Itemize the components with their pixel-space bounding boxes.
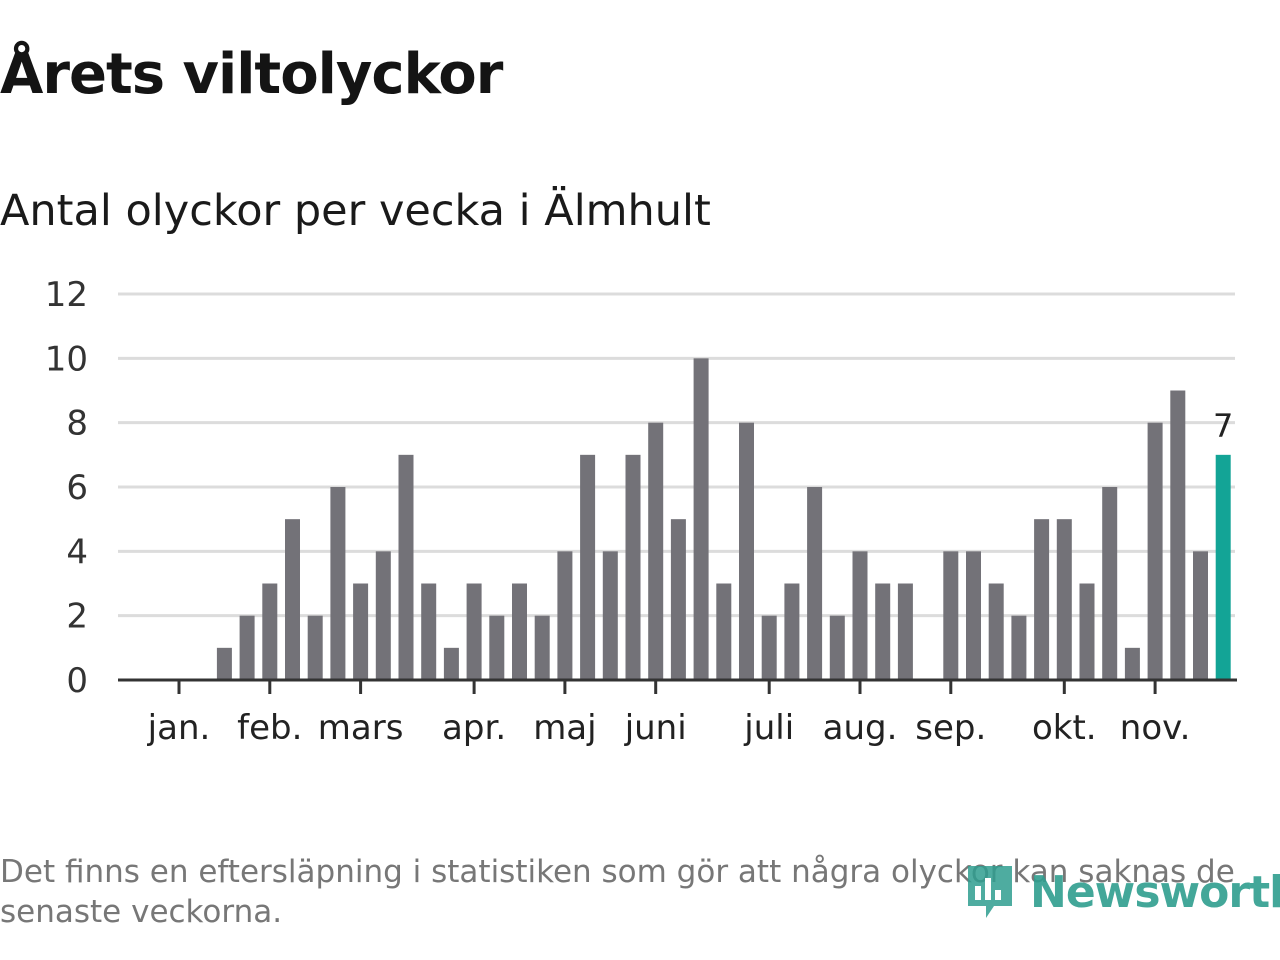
bar — [1102, 487, 1118, 680]
bar — [512, 583, 527, 680]
bar — [421, 583, 437, 680]
bar — [1056, 519, 1072, 680]
bar — [966, 551, 981, 680]
x-tick-label: maj — [533, 708, 596, 748]
bar — [807, 487, 823, 680]
bar — [557, 551, 573, 680]
bar — [602, 551, 618, 680]
y-tick-label: 12 — [45, 275, 88, 315]
bar — [852, 551, 868, 680]
x-tick-label: mars — [318, 708, 404, 748]
bar — [943, 551, 959, 680]
bar-highlighted — [1215, 454, 1231, 680]
bar — [443, 647, 459, 680]
bar — [1147, 422, 1163, 680]
y-tick-label: 0 — [66, 661, 88, 701]
bar — [784, 583, 800, 680]
bar — [353, 583, 369, 680]
y-tick-label: 6 — [66, 468, 88, 508]
bar — [489, 615, 505, 680]
brand-name: Newsworthy — [1030, 866, 1280, 918]
bar — [1011, 615, 1027, 680]
y-tick-label: 4 — [66, 532, 88, 572]
bar — [239, 615, 255, 680]
bar — [625, 454, 641, 680]
bar — [216, 647, 232, 680]
bar — [739, 422, 754, 680]
x-axis-ticks: jan. feb. mars apr. maj juni juli aug. sep. okt. n… — [147, 680, 1191, 748]
bar-chart: 0 2 4 6 8 10 12 jan. feb. mars apr. maj juni juli aug… — [45, 275, 1237, 748]
y-axis-ticks: 0 2 4 6 8 10 12 — [45, 275, 88, 701]
bar — [988, 583, 1004, 680]
bar — [375, 551, 391, 680]
bar — [466, 583, 482, 680]
bar — [307, 615, 323, 680]
chart-title: Årets viltolyckor — [0, 42, 503, 107]
bar — [1193, 551, 1208, 680]
bar — [897, 583, 913, 680]
bar — [693, 358, 709, 680]
y-tick-label: 2 — [66, 597, 88, 637]
newsworthy-logo-icon — [968, 866, 1012, 918]
footnote: Det finns en eftersläpning i statistiken… — [0, 854, 1235, 930]
data-labels: 7 — [1213, 407, 1233, 445]
bar — [829, 615, 845, 680]
y-tick-label: 10 — [45, 339, 88, 379]
bar — [1034, 519, 1050, 680]
bar — [262, 583, 278, 680]
x-tick-label: jan. — [147, 708, 211, 748]
bar — [1170, 390, 1186, 680]
x-tick-label: nov. — [1120, 708, 1191, 748]
x-tick-label: aug. — [823, 708, 898, 748]
x-tick-label: okt. — [1032, 708, 1097, 748]
bar — [761, 615, 777, 680]
bar — [1124, 647, 1140, 680]
chart-subtitle: Antal olyckor per vecka i Älmhult — [0, 186, 711, 236]
bar — [398, 454, 414, 680]
data-label: 7 — [1213, 407, 1233, 445]
bar — [648, 422, 664, 680]
bar — [716, 583, 732, 680]
bar — [875, 583, 891, 680]
bar — [330, 487, 346, 680]
bar — [534, 615, 550, 680]
x-tick-label: feb. — [237, 708, 302, 748]
x-tick-label: apr. — [442, 708, 506, 748]
bar — [670, 519, 686, 680]
bars — [216, 358, 1231, 680]
y-tick-label: 8 — [66, 404, 88, 444]
x-tick-label: juni — [624, 708, 687, 748]
bar — [580, 454, 596, 680]
bar — [1079, 583, 1095, 680]
brand-logo: Newsworthy — [964, 862, 1280, 922]
x-tick-label: sep. — [915, 708, 986, 748]
bar — [285, 519, 300, 680]
x-tick-label: juli — [743, 708, 794, 748]
